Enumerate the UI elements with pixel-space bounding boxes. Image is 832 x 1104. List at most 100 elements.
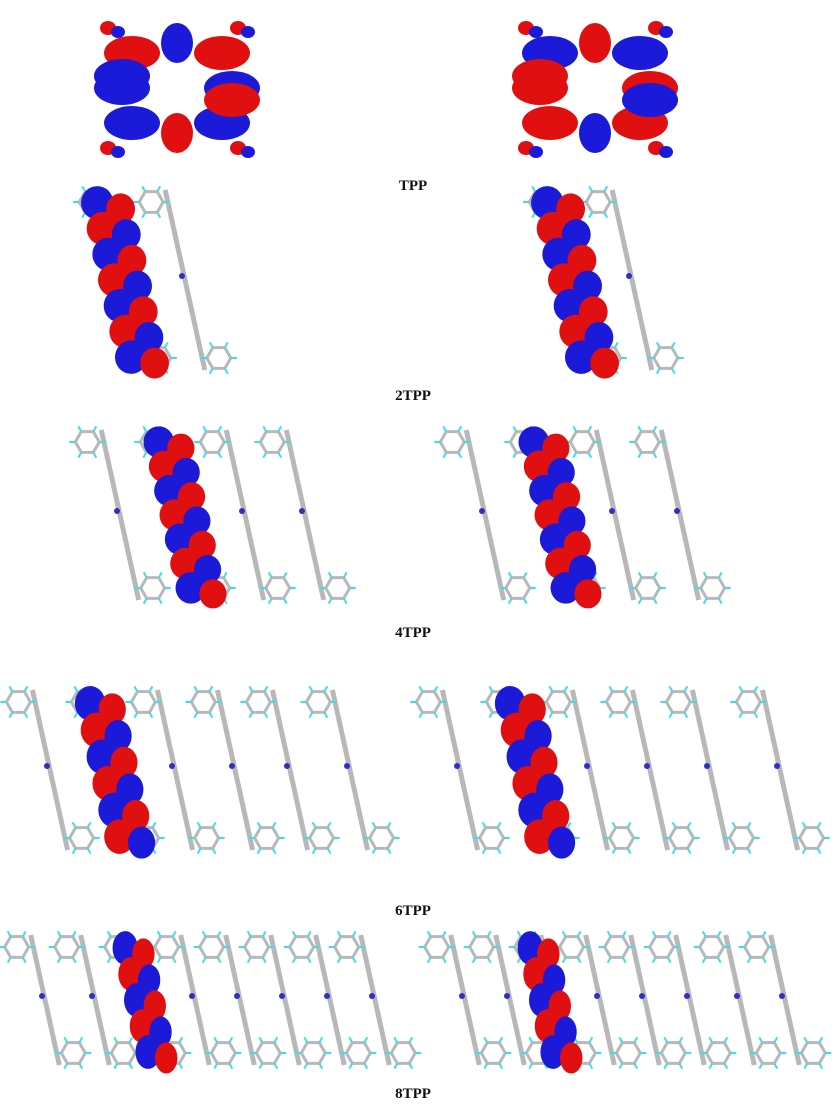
hydrogen [568,822,571,827]
phenyl-ring [207,348,231,369]
hydrogen [159,598,162,603]
hydrogen [684,712,687,717]
hydrogen [73,848,76,853]
hydrogen [589,212,592,217]
phenyl-ring [636,578,660,599]
phenyl-ring [440,432,464,453]
hydrogen [688,848,691,853]
hydrogen [623,957,626,962]
hydrogen [513,452,516,457]
phenyl-ring [425,937,449,958]
phenyl-ring [260,432,284,453]
phenyl-ring [616,1043,640,1064]
hydrogen [269,598,272,603]
molecule-backbone [32,690,67,850]
phenyl-ring [745,937,769,958]
hydrogen [388,848,391,853]
hydrogen [803,822,806,827]
hydrogen [158,957,161,962]
hydrogen [209,712,212,717]
hydrogen [748,822,751,827]
hydrogen [8,957,11,962]
hydrogen [263,452,266,457]
phenyl-ring [245,937,269,958]
molecule-backbone [217,690,252,850]
hydrogen [628,822,631,827]
hydrogen [58,957,61,962]
hydrogen [229,1063,232,1068]
orbital-lobe [140,348,169,379]
hydrogen [688,822,691,827]
hydrogen [499,1063,502,1068]
hydrogen [179,1037,182,1042]
hydrogen [225,368,228,373]
hydrogen [165,342,168,347]
hydrogen [218,426,221,431]
hydrogen [703,957,706,962]
hydrogen [218,957,221,962]
hydrogen [24,686,27,691]
orbital-lobe [161,113,193,153]
hydrogen [524,572,527,577]
orbital-lobe [579,113,611,153]
hydrogen [473,931,476,936]
hydrogen [428,931,431,936]
nitrogen [169,763,175,769]
phenyl-ring [666,692,690,713]
hydrogen [209,686,212,691]
hydrogen [324,712,327,717]
hydrogen [488,957,491,962]
hydrogen [819,1063,822,1068]
hydrogen [719,598,722,603]
phenyl-ring [736,692,760,713]
hydrogen [573,426,576,431]
hydrogen [668,957,671,962]
hydrogen [73,931,76,936]
hydrogen [518,931,521,936]
hydrogen [759,1063,762,1068]
hydrogen [653,452,656,457]
hydrogen [309,686,312,691]
hydrogen [114,1063,117,1068]
hydrogen [259,1037,262,1042]
hydrogen [563,931,566,936]
hydrogen [619,1063,622,1068]
hydrogen [588,452,591,457]
nitrogen [644,763,650,769]
molecule-backbone [165,190,205,370]
orbital-lobe [529,146,543,158]
hydrogen [394,1063,397,1068]
phenyl-ring [570,432,594,453]
hydrogen [657,368,660,373]
phenyl-ring [801,1043,825,1064]
hydrogen [458,426,461,431]
molecule-backbone [157,690,192,850]
hydrogen [78,452,81,457]
hydrogen [373,822,376,827]
phenyl-ring [654,348,678,369]
nitrogen [479,508,485,514]
hydrogen [613,848,616,853]
hydrogen [638,452,641,457]
orbital-lobe [548,827,575,859]
orbital-lobe [612,36,668,70]
phenyl-ring [70,828,94,849]
hydrogen [364,1063,367,1068]
nitrogen [369,993,375,999]
orbital-lobe [104,106,160,140]
hydrogen [328,848,331,853]
hydrogen [274,1037,277,1042]
phenyl-ring [335,937,359,958]
molecule-backbone [572,690,607,850]
hydrogen [763,931,766,936]
phenyl-ring [606,692,630,713]
hydrogen [258,848,261,853]
phenyl-ring [55,937,79,958]
nitrogen [639,993,645,999]
phenyl-ring [5,937,29,958]
hydrogen [709,1037,712,1042]
orbital-lobe [155,1042,177,1073]
hydrogen [615,342,618,347]
phenyl-ring [6,692,30,713]
hydrogen [284,572,287,577]
